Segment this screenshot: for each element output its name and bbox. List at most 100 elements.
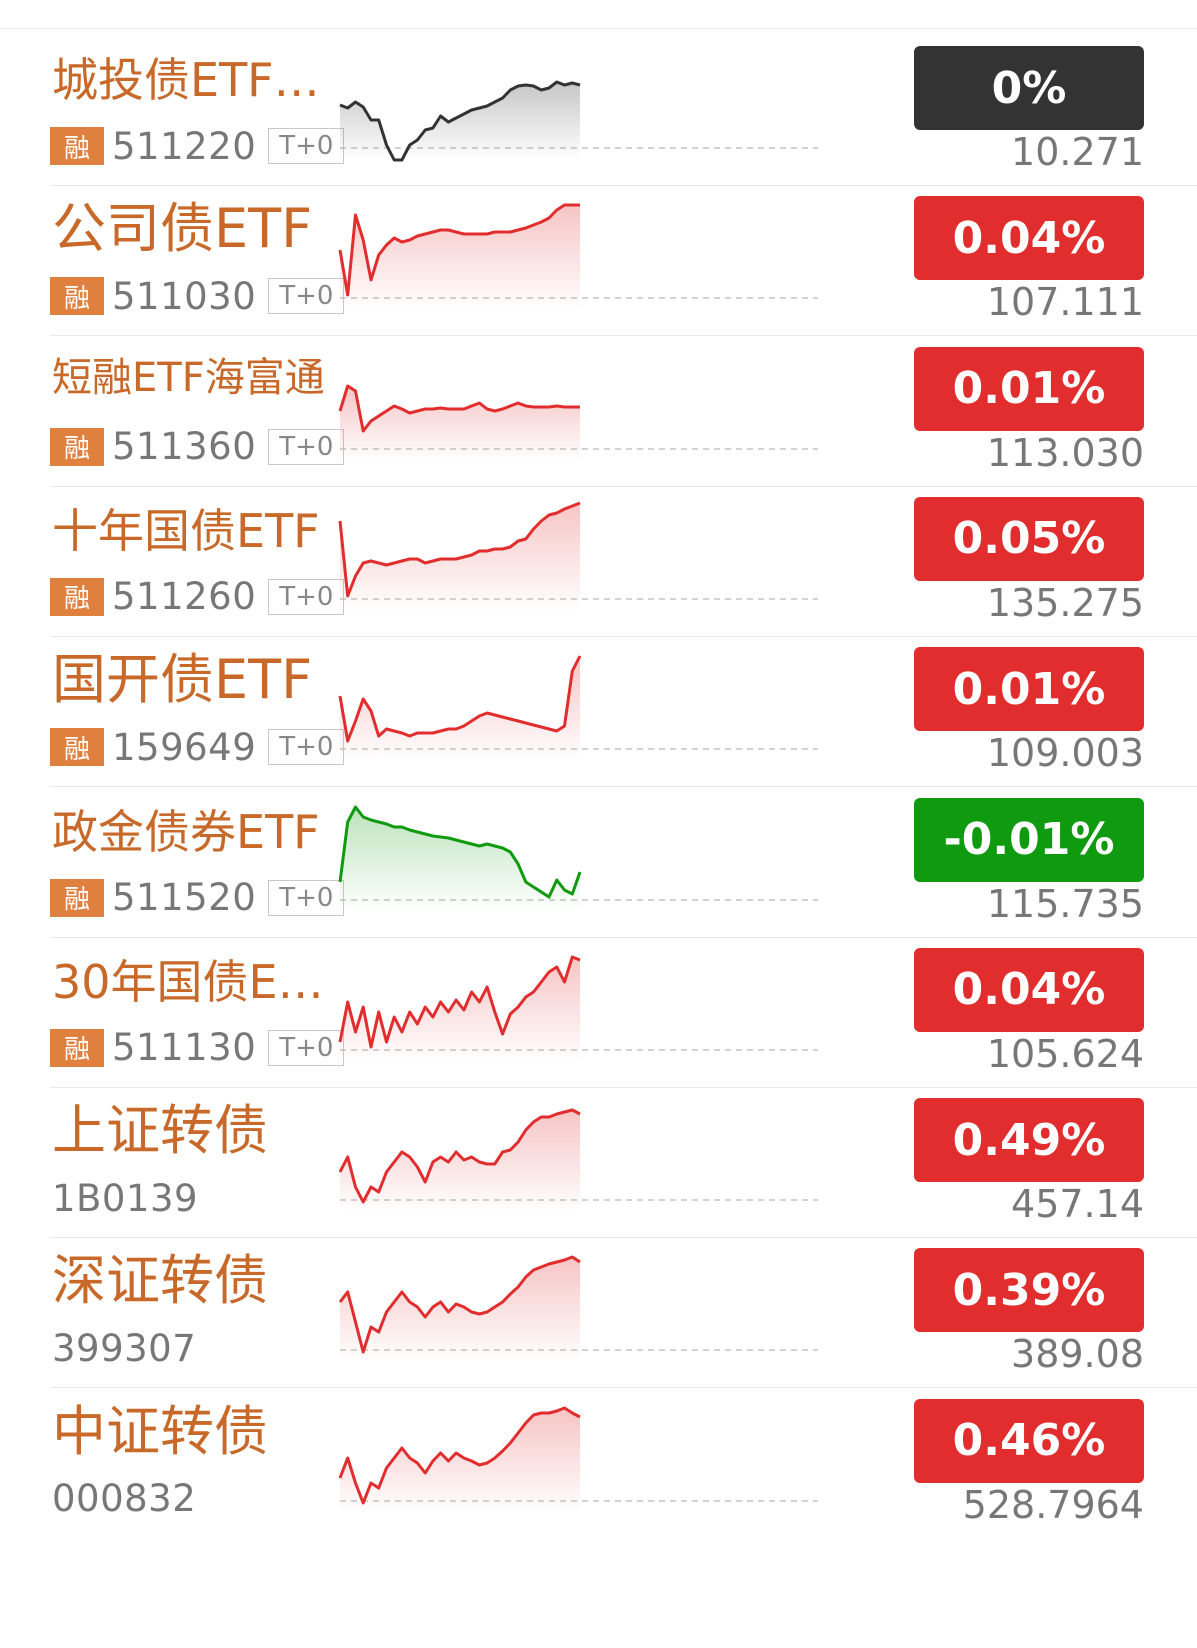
code-line: 融 511260 T+0 bbox=[50, 575, 345, 619]
security-code: 399307 bbox=[52, 1326, 197, 1370]
security-code: 511360 bbox=[112, 425, 257, 469]
last-price: 113.030 bbox=[986, 430, 1144, 475]
security-name: 国开债ETF bbox=[52, 649, 313, 712]
intraday-sparkline bbox=[338, 655, 818, 762]
intraday-sparkline bbox=[338, 805, 818, 912]
sparkline-line bbox=[338, 655, 582, 743]
sparkline-line bbox=[338, 203, 580, 297]
list-item[interactable]: 上证转债 1B0139 0.49% 457.14 bbox=[0, 1080, 1197, 1239]
list-item[interactable]: 十年国债ETF 融 511260 T+0 0.05% 135.275 bbox=[0, 479, 1197, 637]
sparkline-area bbox=[340, 82, 580, 160]
code-line: 融 511520 T+0 bbox=[50, 876, 345, 920]
code-line: 融 511360 T+0 bbox=[50, 425, 345, 469]
row-divider bbox=[50, 185, 1197, 186]
change-percent-badge[interactable]: 0.04% bbox=[914, 196, 1144, 281]
sparkline-line bbox=[338, 501, 581, 598]
code-line: 000832 bbox=[50, 1477, 196, 1521]
sparkline-line bbox=[338, 1406, 581, 1505]
sparkline-area bbox=[340, 502, 580, 611]
sparkline-line bbox=[338, 1108, 581, 1204]
change-percent-badge[interactable]: 0.04% bbox=[914, 947, 1144, 1032]
t-plus-zero-tag: T+0 bbox=[268, 879, 345, 916]
change-percent-badge[interactable]: 0.46% bbox=[914, 1398, 1144, 1483]
sparkline-area bbox=[340, 656, 580, 762]
row-divider bbox=[50, 335, 1197, 337]
row-divider bbox=[50, 786, 1197, 788]
intraday-sparkline bbox=[338, 1406, 818, 1513]
margin-tag: 融 bbox=[50, 728, 104, 767]
intraday-sparkline bbox=[338, 501, 818, 611]
last-price: 109.003 bbox=[986, 731, 1144, 776]
margin-tag: 融 bbox=[50, 427, 104, 466]
sparkline-line bbox=[338, 805, 582, 898]
list-item[interactable]: 短融ETF海富通融 511360 T+0 0.01% 113.030 bbox=[0, 329, 1197, 487]
security-name: 深证转债 bbox=[52, 1250, 268, 1313]
last-price: 389.08 bbox=[1011, 1332, 1144, 1377]
intraday-sparkline bbox=[338, 384, 818, 461]
list-item[interactable]: 深证转债 399307 0.39% 389.08 bbox=[0, 1230, 1197, 1389]
sparkline-area bbox=[340, 1407, 580, 1513]
list-item[interactable]: 城投债ETF海... 融 511220 T+0 0% 10.271 bbox=[0, 28, 1197, 186]
last-price: 105.624 bbox=[986, 1031, 1144, 1076]
list-item[interactable]: 中证转债 000832 0.46% 528.7964 bbox=[0, 1381, 1197, 1539]
security-name: 政金债券ETF bbox=[52, 805, 320, 859]
intraday-sparkline bbox=[338, 955, 818, 1062]
security-code: 511260 bbox=[112, 575, 257, 619]
intraday-sparkline bbox=[338, 1108, 818, 1213]
change-percent-badge[interactable]: 0.39% bbox=[914, 1248, 1144, 1333]
security-name: 上证转债 bbox=[52, 1100, 268, 1163]
security-code: 159649 bbox=[112, 725, 257, 769]
sparkline-area bbox=[340, 956, 580, 1062]
intraday-sparkline bbox=[338, 1255, 818, 1363]
security-code: 511220 bbox=[112, 124, 257, 168]
row-divider bbox=[50, 635, 1197, 637]
change-percent-badge[interactable]: 0.01% bbox=[914, 346, 1144, 431]
code-line: 399307 bbox=[50, 1326, 196, 1370]
margin-tag: 融 bbox=[50, 878, 104, 917]
t-plus-zero-tag: T+0 bbox=[268, 128, 345, 164]
security-code: 511030 bbox=[112, 274, 257, 318]
code-line: 融 511130 T+0 bbox=[50, 1026, 345, 1070]
sparkline-area bbox=[340, 1257, 580, 1363]
last-price: 10.271 bbox=[1011, 130, 1144, 174]
sparkline-line bbox=[339, 80, 581, 162]
row-divider bbox=[50, 485, 1197, 487]
sparkline-line bbox=[338, 384, 580, 433]
list-item[interactable]: 30年国债ET... 融 511130 T+0 0.04% 105.624 bbox=[0, 930, 1197, 1088]
security-code: 511130 bbox=[112, 1026, 257, 1070]
code-line: 融 159649 T+0 bbox=[50, 725, 345, 769]
list-item[interactable]: 政金债券ETF 融 511520 T+0 -0.01% 115.735 bbox=[0, 780, 1197, 938]
sparkline-line bbox=[338, 955, 581, 1049]
change-percent-badge[interactable]: 0% bbox=[914, 46, 1144, 130]
sparkline-line bbox=[338, 1255, 581, 1354]
intraday-sparkline bbox=[338, 203, 818, 311]
security-name: 中证转债 bbox=[52, 1400, 268, 1463]
row-divider bbox=[50, 1086, 1197, 1088]
sparkline-area bbox=[340, 205, 580, 311]
change-percent-badge[interactable]: 0.01% bbox=[914, 647, 1144, 732]
code-line: 融 511220 T+0 bbox=[50, 124, 345, 168]
last-price: 528.7964 bbox=[962, 1482, 1144, 1527]
code-line: 1B0139 bbox=[50, 1176, 198, 1220]
margin-tag: 融 bbox=[50, 1028, 104, 1067]
change-percent-badge[interactable]: -0.01% bbox=[914, 797, 1144, 882]
t-plus-zero-tag: T+0 bbox=[268, 578, 345, 615]
t-plus-zero-tag: T+0 bbox=[268, 428, 345, 465]
margin-tag: 融 bbox=[50, 127, 104, 165]
code-line: 融 511030 T+0 bbox=[50, 274, 345, 318]
security-name: 短融ETF海富通 bbox=[52, 354, 325, 401]
last-price: 107.111 bbox=[986, 280, 1144, 325]
t-plus-zero-tag: T+0 bbox=[268, 1029, 345, 1066]
security-code: 000832 bbox=[52, 1477, 197, 1521]
security-code: 511520 bbox=[112, 876, 257, 919]
change-percent-badge[interactable]: 0.49% bbox=[914, 1098, 1144, 1183]
list-item[interactable]: 国开债ETF 融 159649 T+0 0.01% 109.003 bbox=[0, 629, 1197, 788]
list-item[interactable]: 公司债ETF 融 511030 T+0 0.04% 107.111 bbox=[0, 178, 1197, 337]
row-divider bbox=[50, 936, 1197, 938]
security-name: 城投债ETF海... bbox=[52, 54, 337, 107]
security-name: 公司债ETF bbox=[52, 198, 313, 261]
top-divider bbox=[0, 28, 1197, 29]
change-percent-badge[interactable]: 0.05% bbox=[914, 496, 1144, 581]
security-name: 30年国债ET... bbox=[52, 955, 337, 1009]
security-name: 十年国债ETF bbox=[52, 504, 320, 558]
